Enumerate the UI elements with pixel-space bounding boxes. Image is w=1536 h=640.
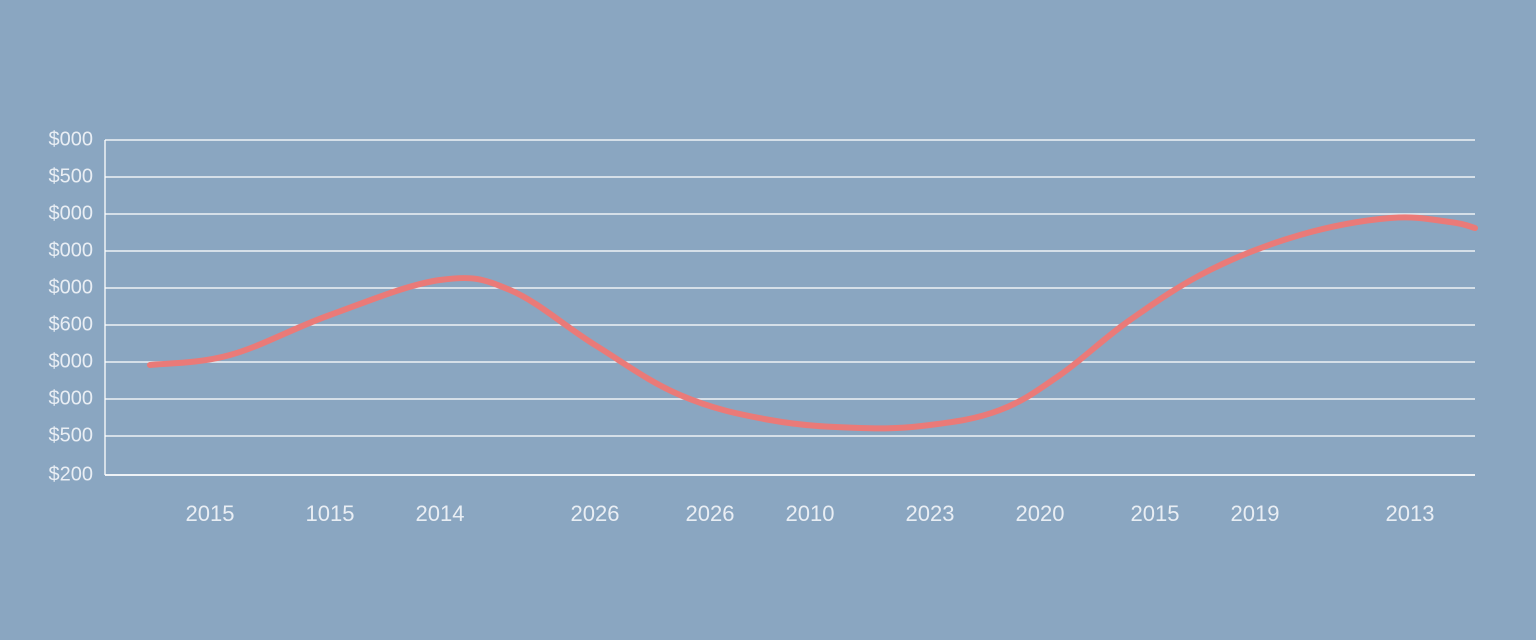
x-tick-label: 2010 <box>786 501 835 526</box>
y-tick-label: $000 <box>49 276 94 298</box>
y-tick-label: $000 <box>49 202 94 224</box>
y-tick-label: $000 <box>49 387 94 409</box>
y-tick-label: $600 <box>49 313 94 335</box>
x-tick-label: 2014 <box>416 501 465 526</box>
x-tick-label: 2023 <box>906 501 955 526</box>
x-tick-label: 2026 <box>686 501 735 526</box>
x-tick-label: 2013 <box>1386 501 1435 526</box>
x-tick-label: 2020 <box>1016 501 1065 526</box>
x-tick-label: 2015 <box>1131 501 1180 526</box>
y-tick-label: $500 <box>49 424 94 446</box>
x-tick-label: 1015 <box>306 501 355 526</box>
y-tick-label: $500 <box>49 165 94 187</box>
line-chart: $000 $500 $000 $000 $000 $600 $000 $000 $500 $200… <box>0 0 1536 640</box>
x-tick-label: 2026 <box>571 501 620 526</box>
x-tick-label: 2019 <box>1231 501 1280 526</box>
y-tick-label: $000 <box>49 350 94 372</box>
x-tick-label: 2015 <box>186 501 235 526</box>
chart-background <box>0 0 1536 640</box>
y-tick-label: $000 <box>49 128 94 150</box>
y-tick-label: $000 <box>49 239 94 261</box>
y-tick-label: $200 <box>49 463 94 485</box>
chart-svg: $000 $500 $000 $000 $000 $600 $000 $000 $500 $200… <box>0 0 1536 640</box>
